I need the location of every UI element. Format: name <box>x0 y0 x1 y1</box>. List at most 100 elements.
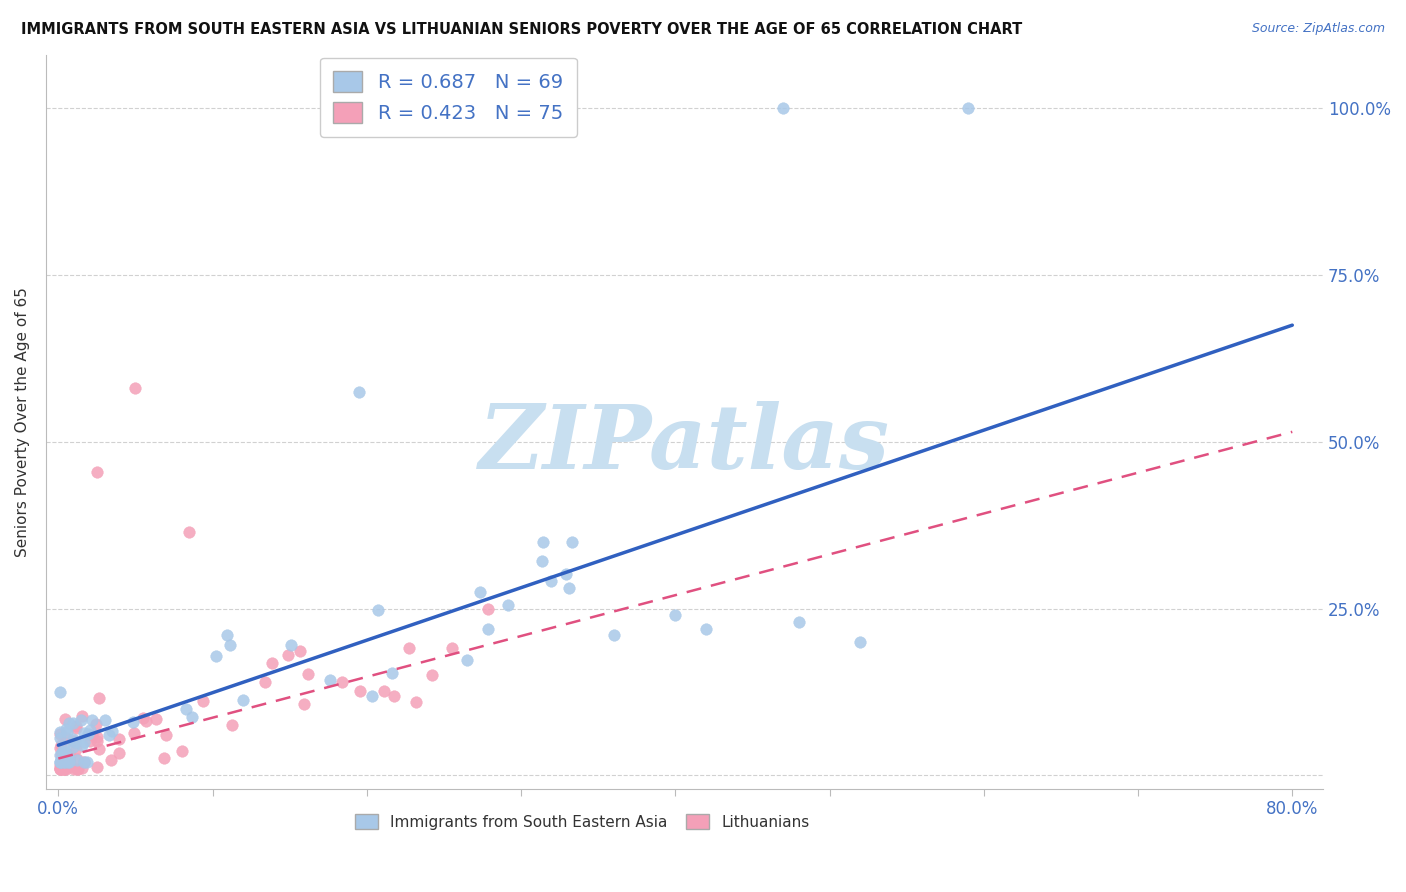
Point <box>73 735 96 749</box>
Point <box>52 760 75 774</box>
Point <box>360 690 382 704</box>
Point <box>382 689 405 703</box>
Point <box>55 725 77 739</box>
Point <box>70 761 93 775</box>
Point <box>468 584 491 599</box>
Point <box>420 668 443 682</box>
Point <box>65 719 87 733</box>
Point <box>530 554 553 568</box>
Point <box>124 382 146 396</box>
Point <box>53 762 76 776</box>
Point <box>367 603 389 617</box>
Point <box>477 601 499 615</box>
Point <box>55 723 77 737</box>
Point <box>135 714 157 728</box>
Point <box>82 728 104 742</box>
Point <box>58 752 80 766</box>
Point <box>87 741 110 756</box>
Point <box>94 713 117 727</box>
Point <box>51 755 73 769</box>
Point <box>561 534 583 549</box>
Point <box>66 753 89 767</box>
Point <box>232 692 254 706</box>
Point <box>87 690 110 705</box>
Point <box>496 599 519 613</box>
Point <box>86 760 108 774</box>
Point <box>49 727 72 741</box>
Point <box>53 712 76 726</box>
Point <box>179 524 201 539</box>
Point <box>100 753 122 767</box>
Point <box>49 753 72 767</box>
Point <box>49 731 72 745</box>
Point <box>49 755 72 769</box>
Point <box>849 635 872 649</box>
Point <box>153 751 176 765</box>
Point <box>49 738 72 752</box>
Point <box>277 648 299 662</box>
Point <box>347 384 370 399</box>
Point <box>79 723 101 737</box>
Text: ZIPatlas: ZIPatlas <box>479 401 890 487</box>
Point <box>59 759 82 773</box>
Point <box>772 102 794 116</box>
Point <box>787 615 810 629</box>
Point <box>695 622 717 636</box>
Point <box>51 746 73 760</box>
Y-axis label: Seniors Poverty Over the Age of 65: Seniors Poverty Over the Age of 65 <box>15 287 30 557</box>
Point <box>86 731 108 745</box>
Point <box>319 673 342 688</box>
Point <box>381 665 404 680</box>
Point <box>65 741 87 756</box>
Point <box>49 725 72 739</box>
Point <box>456 652 478 666</box>
Point <box>65 721 87 735</box>
Point <box>52 762 75 776</box>
Point <box>97 728 120 742</box>
Text: Source: ZipAtlas.com: Source: ZipAtlas.com <box>1251 22 1385 36</box>
Point <box>56 750 79 764</box>
Point <box>219 638 242 652</box>
Point <box>260 656 283 670</box>
Point <box>49 758 72 772</box>
Point <box>349 684 371 698</box>
Point <box>108 732 131 747</box>
Point <box>555 567 578 582</box>
Point <box>55 762 77 776</box>
Point <box>62 733 84 747</box>
Point <box>51 762 73 776</box>
Point <box>49 762 72 776</box>
Point <box>170 744 193 758</box>
Point <box>58 752 80 766</box>
Point <box>62 739 84 754</box>
Point <box>292 697 315 711</box>
Point <box>62 731 84 746</box>
Point <box>73 755 96 769</box>
Point <box>204 649 226 664</box>
Point <box>373 683 395 698</box>
Point <box>193 694 215 708</box>
Point <box>66 762 89 776</box>
Point <box>70 713 93 727</box>
Point <box>602 628 624 642</box>
Point <box>405 695 427 709</box>
Point <box>122 725 145 739</box>
Point <box>957 102 980 116</box>
Point <box>122 715 145 730</box>
Point <box>53 755 76 769</box>
Point <box>55 731 77 746</box>
Point <box>80 714 103 728</box>
Legend: Immigrants from South Eastern Asia, Lithuanians: Immigrants from South Eastern Asia, Lith… <box>349 807 815 836</box>
Point <box>180 710 202 724</box>
Point <box>253 674 276 689</box>
Point <box>49 762 72 776</box>
Point <box>398 641 420 656</box>
Point <box>664 608 686 623</box>
Point <box>145 712 167 726</box>
Point <box>70 738 93 752</box>
Point <box>477 623 499 637</box>
Point <box>288 644 311 658</box>
Point <box>53 755 76 769</box>
Point <box>297 666 319 681</box>
Point <box>66 752 89 766</box>
